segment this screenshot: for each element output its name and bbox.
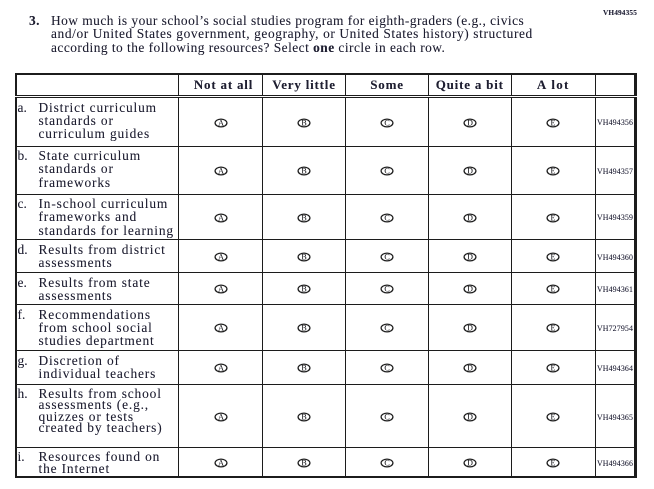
svg-text:B: B [301, 252, 306, 261]
svg-text:E: E [551, 364, 556, 373]
svg-text:C: C [384, 285, 389, 294]
svg-text:A: A [218, 324, 224, 333]
svg-text:E: E [551, 412, 556, 421]
svg-text:E: E [551, 324, 556, 333]
svg-text:B: B [301, 213, 306, 222]
svg-text:A: A [218, 166, 224, 175]
svg-text:C: C [384, 252, 389, 261]
svg-text:A: A [218, 213, 224, 222]
svg-text:D: D [467, 285, 473, 294]
svg-text:E: E [551, 458, 556, 467]
svg-text:D: D [467, 213, 473, 222]
svg-text:A: A [218, 364, 224, 373]
svg-text:A: A [218, 252, 224, 261]
svg-text:B: B [301, 324, 306, 333]
svg-text:D: D [467, 166, 473, 175]
svg-text:A: A [218, 458, 224, 467]
svg-text:A: A [218, 285, 224, 294]
svg-text:B: B [301, 285, 306, 294]
svg-text:E: E [551, 285, 556, 294]
svg-text:B: B [301, 118, 306, 127]
svg-text:C: C [384, 324, 389, 333]
svg-text:C: C [384, 213, 389, 222]
svg-text:D: D [467, 324, 473, 333]
svg-text:A: A [218, 118, 224, 127]
svg-text:D: D [467, 412, 473, 421]
svg-text:C: C [384, 166, 389, 175]
svg-text:E: E [551, 213, 556, 222]
svg-text:B: B [301, 364, 306, 373]
svg-text:E: E [551, 166, 556, 175]
svg-text:C: C [384, 458, 389, 467]
svg-text:E: E [551, 252, 556, 261]
svg-text:B: B [301, 166, 306, 175]
svg-text:D: D [467, 252, 473, 261]
svg-text:C: C [384, 412, 389, 421]
svg-text:B: B [301, 412, 306, 421]
svg-text:A: A [218, 412, 224, 421]
svg-text:D: D [467, 118, 473, 127]
svg-text:D: D [467, 364, 473, 373]
svg-text:E: E [551, 118, 556, 127]
svg-text:D: D [467, 458, 473, 467]
svg-text:B: B [301, 458, 306, 467]
svg-text:C: C [384, 364, 389, 373]
svg-text:C: C [384, 118, 389, 127]
